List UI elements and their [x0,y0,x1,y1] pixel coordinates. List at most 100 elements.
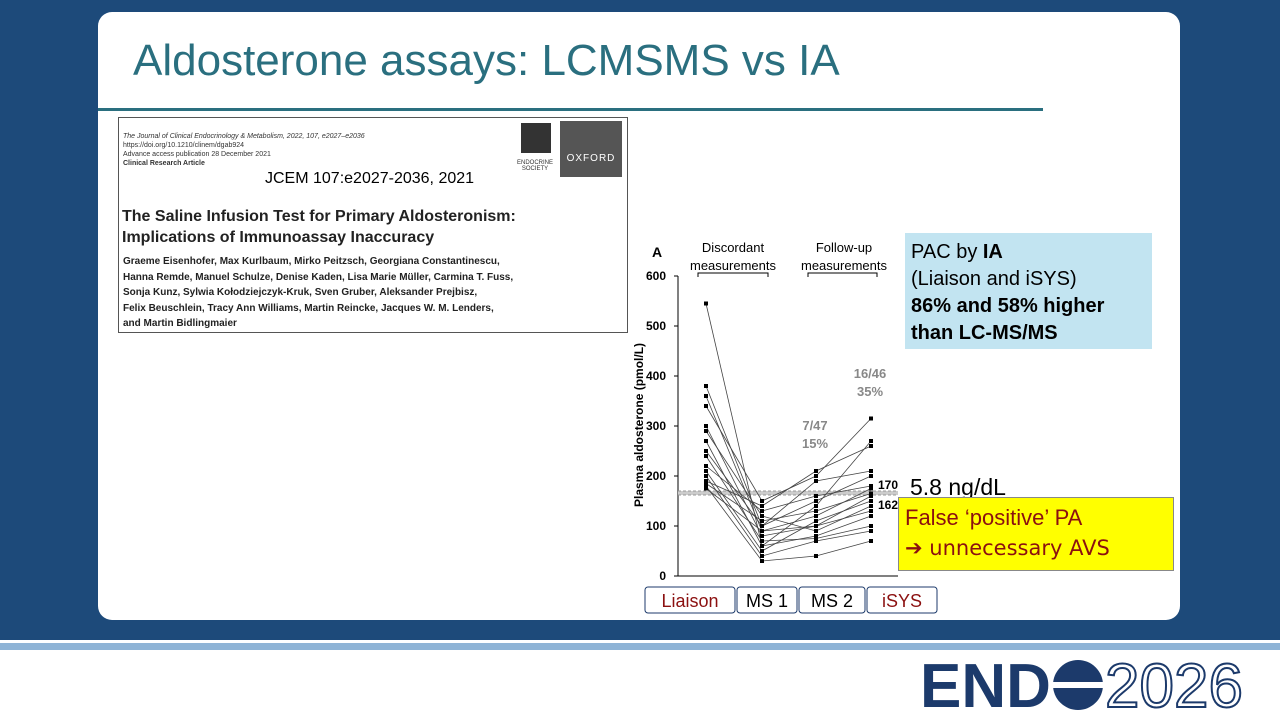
category-box [866,586,938,614]
authors: Graeme Eisenhofer, Max Kurlbaum, Mirko P… [123,254,513,332]
subject-point [814,514,818,518]
subject-point [704,429,708,433]
author-line: Felix Beuschlein, Tracy Ann Williams, Ma… [123,302,494,314]
panel-label: A [652,244,662,260]
subject-point [814,534,818,538]
article-title-line: The Saline Infusion Test for Primary Ald… [122,208,516,225]
subject-point [869,484,873,488]
subject-point [869,509,873,513]
callout-line: ➔ unnecessary AVS [905,536,1110,560]
logo-year: 2026 [1105,652,1243,718]
subject-line [705,470,872,552]
subject-point [704,301,708,306]
y-tick-label: 100 [646,519,666,533]
access: Advance access publication 28 December 2… [123,151,271,158]
subject-line [705,483,872,522]
category-box [736,586,798,614]
subject-point [869,514,873,518]
footer-band [0,643,1280,650]
callout-false: False ‘positive’ PA ➔ unnecessary AVS [898,497,1174,571]
category-label: Liaison [661,591,718,611]
subject-point [760,534,764,538]
y-tick-label: 300 [646,419,666,433]
subject-point [869,486,873,491]
category-label: MS 2 [811,591,853,611]
subject-line [705,488,872,532]
annotation: 15% [802,436,828,451]
subject-point [869,499,873,503]
subject-line [705,455,872,542]
citation: The Journal of Clinical Endocrinology & … [118,117,628,333]
subject-point [760,554,764,558]
subject-point [814,474,818,478]
category-box [644,586,736,614]
threshold: 5.8 ng/dL [910,474,1006,500]
subject-point [760,549,764,553]
subject-point [869,474,873,478]
callout-line: than LC-MS/MS [911,322,1058,344]
subject-point [704,484,708,488]
subject-point [814,529,818,533]
subject-point [704,454,708,458]
subject-point [814,504,818,508]
group-bracket [807,272,878,277]
society-logo [521,123,551,153]
article-title-line: Implications of Immunoassay Inaccuracy [122,229,435,246]
subject-point [704,479,708,483]
subject-point [704,424,708,428]
logo-word: END [920,652,1051,718]
subject-point [869,524,873,528]
slide-title: Aldosterone assays: LCMSMS vs IA [133,36,840,85]
subject-point [760,559,764,563]
y-tick-label: 200 [646,469,666,483]
subject-point [814,539,818,543]
y-tick-label: 600 [646,269,666,283]
publisher: OXFORD [560,121,622,177]
annotation: 35% [857,384,883,399]
callout-text: PAC by [911,241,983,263]
subject-point [704,469,708,473]
subject-point [814,479,818,483]
subject-point [760,509,764,513]
subject-point [760,524,764,528]
subject-point [760,539,764,543]
callout-line: False ‘positive’ PA [905,505,1083,530]
callout-bold: IA [982,241,1003,263]
group-label: Discordant measurements [690,240,776,273]
subject-point [814,519,818,523]
subject-line [705,303,872,547]
kind: Clinical Research Article [123,160,205,167]
author-line: Hanna Remde, Manuel Schulze, Denise Kade… [123,271,514,283]
subject-point [814,536,818,541]
subject-line [705,385,872,527]
subject-point [814,499,818,503]
subject-point [704,481,708,486]
subject-point [869,491,873,496]
annotation: 7/47 [802,418,827,433]
subject-line [705,465,872,512]
subject-point [869,504,873,508]
subject-point [869,469,873,473]
callout-ia: PAC by IA (Liaison and iSYS) 86% and 58%… [905,233,1152,349]
ref: JCEM 107:e2027-2036, 2021 [265,170,475,187]
callout-line: (Liaison and iSYS) [911,268,1077,290]
subject-point [760,499,764,503]
citation-meta: The Journal of Clinical Endocrinology & … [123,132,483,168]
subject-point [814,524,818,528]
category-label: iSYS [882,591,922,611]
subject-point [814,509,818,513]
logo: END 2026 [920,652,1244,718]
group-bracket [697,272,769,277]
annotation: 16/46 [854,366,887,381]
callout-line: 86% and 58% higher [911,295,1105,317]
subject-point [760,514,764,518]
author-line: Sonja Kunz, Sylwia Kołodziejczyk-Kruk, S… [123,287,478,298]
subject-line [705,445,872,507]
y-tick-label: 500 [646,319,666,333]
subject-line [705,485,872,562]
article-title: The Saline Infusion Test for Primary Ald… [122,206,516,248]
reference-label: 162 [878,498,898,512]
reference-label: 170 [878,478,898,492]
